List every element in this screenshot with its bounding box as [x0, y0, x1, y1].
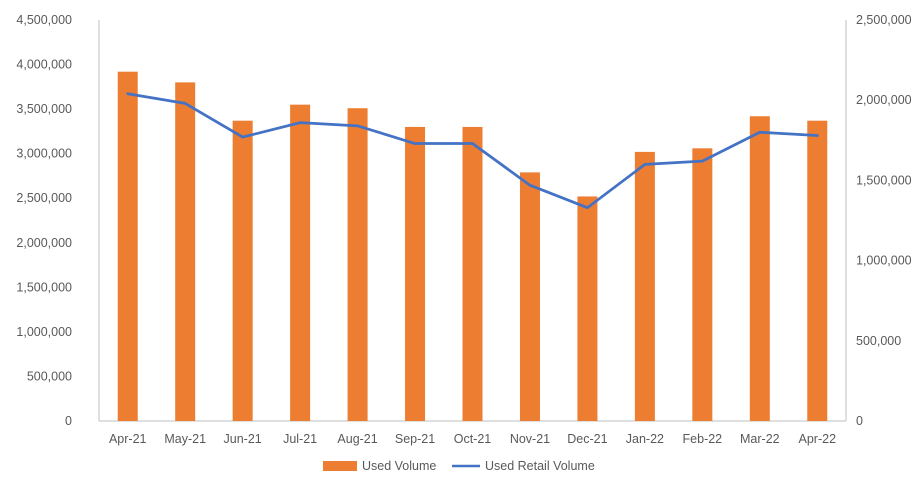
legend-label-bar: Used Volume [362, 459, 436, 473]
x-tick-label: Mar-22 [740, 432, 780, 446]
bar [347, 108, 368, 421]
legend-label-line: Used Retail Volume [485, 459, 595, 473]
line-point [298, 121, 302, 124]
left-tick-label: 0 [65, 414, 72, 428]
line-point [356, 124, 359, 128]
x-tick-label: Sep-21 [395, 432, 435, 446]
line-point [701, 159, 704, 163]
legend-swatch-bar [323, 461, 357, 471]
x-tick-label: May-21 [164, 432, 206, 446]
bar [117, 71, 138, 421]
line-point [643, 163, 647, 166]
bar [692, 148, 713, 421]
x-tick-label: Nov-21 [510, 432, 550, 446]
line-point [241, 135, 244, 139]
bar [519, 172, 540, 421]
left-tick-label: 2,500,000 [16, 191, 72, 205]
x-tick-label: Dec-21 [567, 432, 607, 446]
right-tick-label: 1,000,000 [856, 254, 912, 268]
right-tick-label: 2,500,000 [856, 13, 912, 27]
bar [807, 120, 828, 421]
line-point [528, 184, 532, 187]
right-tick-label: 1,500,000 [856, 173, 912, 187]
bar-series [117, 71, 828, 422]
x-tick-label: Oct-21 [454, 432, 492, 446]
line-point [816, 134, 819, 137]
x-tick-label: Jun-21 [224, 432, 262, 446]
line-point [758, 131, 762, 134]
bar [232, 120, 253, 421]
right-tick-label: 0 [856, 414, 863, 428]
x-tick-label: Jan-22 [626, 432, 664, 446]
left-y-axis: 0 500,000 1,000,000 1,500,000 2,000,000 2,500… [16, 13, 100, 428]
right-y-axis: 0 500,000 1,000,000 1,500,000 2,000,000 2,500… [845, 13, 912, 428]
line-point [471, 142, 474, 145]
left-tick-label: 1,500,000 [16, 280, 72, 294]
right-tick-label: 500,000 [856, 334, 901, 348]
x-tick-label: Apr-21 [109, 432, 147, 446]
left-tick-label: 2,000,000 [16, 236, 72, 250]
left-tick-label: 500,000 [27, 369, 72, 383]
line-point [586, 206, 589, 209]
bar [290, 104, 311, 422]
x-tick-label: Apr-22 [799, 432, 837, 446]
right-tick-label: 2,000,000 [856, 93, 912, 107]
left-tick-label: 1,000,000 [16, 325, 72, 339]
x-tick-label: Aug-21 [337, 432, 377, 446]
x-tick-label: Feb-22 [683, 432, 723, 446]
left-tick-label: 4,500,000 [16, 13, 72, 27]
bar [405, 126, 426, 421]
line-point [183, 102, 187, 105]
bar [749, 116, 770, 422]
bar [175, 82, 196, 421]
line-point [126, 92, 129, 95]
left-tick-label: 3,500,000 [16, 102, 72, 116]
line-series [126, 92, 819, 210]
x-axis: Apr-21 May-21 Jun-21 Jul-21 Aug-21 Sep-21 Oct-… [99, 420, 846, 446]
left-tick-label: 4,000,000 [16, 58, 72, 72]
bar [634, 151, 655, 421]
x-tick-label: Jul-21 [283, 432, 317, 446]
line-point [413, 142, 417, 145]
bar [577, 196, 598, 421]
bar [462, 126, 483, 421]
left-tick-label: 3,000,000 [16, 147, 72, 161]
legend: Used Volume Used Retail Volume [323, 459, 595, 473]
